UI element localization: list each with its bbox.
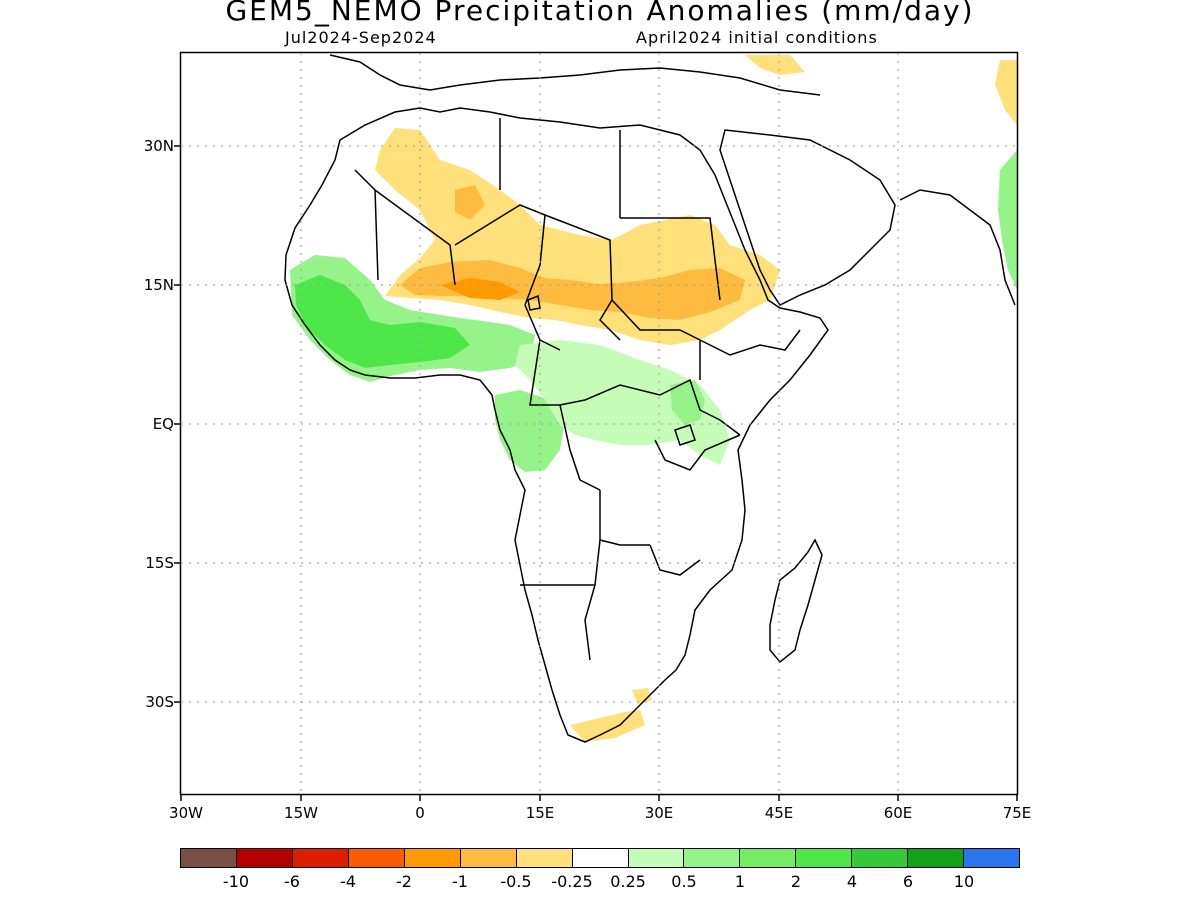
lon-tick-60e: 60E [883, 804, 913, 822]
lon-tick-45e: 45E [764, 804, 794, 822]
colorbar-label: -0.5 [500, 872, 532, 891]
dry-anomaly-region-sahel-core [400, 260, 745, 320]
colorbar-swatch [348, 849, 405, 867]
colorbar-label: 2 [790, 872, 802, 891]
colorbar-label: -1 [452, 872, 468, 891]
lon-tick-30w: 30W [169, 804, 203, 822]
colorbar-swatch [908, 849, 965, 867]
colorbar-swatch [964, 849, 1020, 867]
colorbar-swatch [292, 849, 349, 867]
lake-chad [527, 294, 541, 311]
lon-tick-30e: 30E [644, 804, 674, 822]
colorbar-swatch [236, 849, 293, 867]
colorbar-swatch [740, 849, 797, 867]
colorbar-label: 6 [902, 872, 914, 891]
initial-conditions: April2024 initial conditions [636, 28, 878, 47]
lat-tick-15s: 15S [145, 554, 174, 572]
map-title: GEM5_NEMO Precipitation Anomalies (mm/da… [225, 0, 975, 27]
dry-anomaly-region-sahara-core [455, 185, 485, 220]
graticule [181, 53, 1017, 794]
colorbar-swatch [796, 849, 853, 867]
interior-borders [354, 118, 801, 661]
colorbar-swatch [628, 849, 685, 867]
colorbar-label: 0.5 [671, 872, 697, 891]
axis-ticks [174, 145, 1018, 801]
wet-anomaly-region-congo [495, 390, 565, 472]
dry-anomaly-region-sahel [375, 128, 780, 345]
colorbar-label: -4 [340, 872, 356, 891]
colorbar-swatch [516, 849, 573, 867]
colorbar-label: 10 [953, 872, 975, 891]
wet-anomaly-region-westafrica-core [295, 275, 470, 368]
dry-anomaly-region-lesotho [632, 688, 652, 704]
lat-tick-eq: EQ [152, 415, 174, 433]
madagascar-outline [769, 538, 823, 664]
europe-coastline [329, 54, 821, 96]
lat-tick-30s: 30S [145, 693, 174, 711]
colorbar-label: -2 [396, 872, 412, 891]
africa-coastline [284, 107, 829, 743]
colorbar-label: -0.25 [551, 872, 593, 891]
country-outlines [284, 54, 1016, 743]
lon-tick-0: 0 [415, 804, 425, 822]
wet-anomaly-region-india [998, 150, 1017, 290]
colorbar-swatch [181, 849, 237, 867]
lake-victoria [674, 424, 696, 446]
dry-anomaly-region-north [745, 55, 805, 75]
dry-anomaly-region-sahel-strong [440, 278, 520, 300]
anomaly-shading [290, 55, 1017, 742]
forecast-period: Jul2024-Sep2024 [285, 28, 437, 47]
wet-anomaly-region-eastafrica [670, 380, 705, 425]
colorbar-label: -6 [284, 872, 300, 891]
colorbar-swatch [572, 849, 629, 867]
colorbar-swatch [852, 849, 909, 867]
lon-tick-75e: 75E [1002, 804, 1032, 822]
dry-anomaly-region-southafrica [570, 710, 645, 742]
dry-anomaly-region-east-corner [995, 60, 1017, 125]
colorbar-swatch [684, 849, 741, 867]
lat-tick-15n: 15N [143, 276, 174, 294]
lon-tick-15w: 15W [284, 804, 318, 822]
asia-coastline [899, 189, 1016, 306]
colorbar-label: 1 [734, 872, 746, 891]
colorbar-label: 4 [846, 872, 858, 891]
colorbar [180, 848, 1020, 868]
colorbar-swatch [460, 849, 517, 867]
colorbar-swatch [404, 849, 461, 867]
colorbar-label: -10 [222, 872, 250, 891]
lat-tick-30n: 30N [143, 137, 174, 155]
arabia-outline [719, 129, 896, 306]
lon-tick-15e: 15E [525, 804, 555, 822]
colorbar-label: 0.25 [610, 872, 646, 891]
